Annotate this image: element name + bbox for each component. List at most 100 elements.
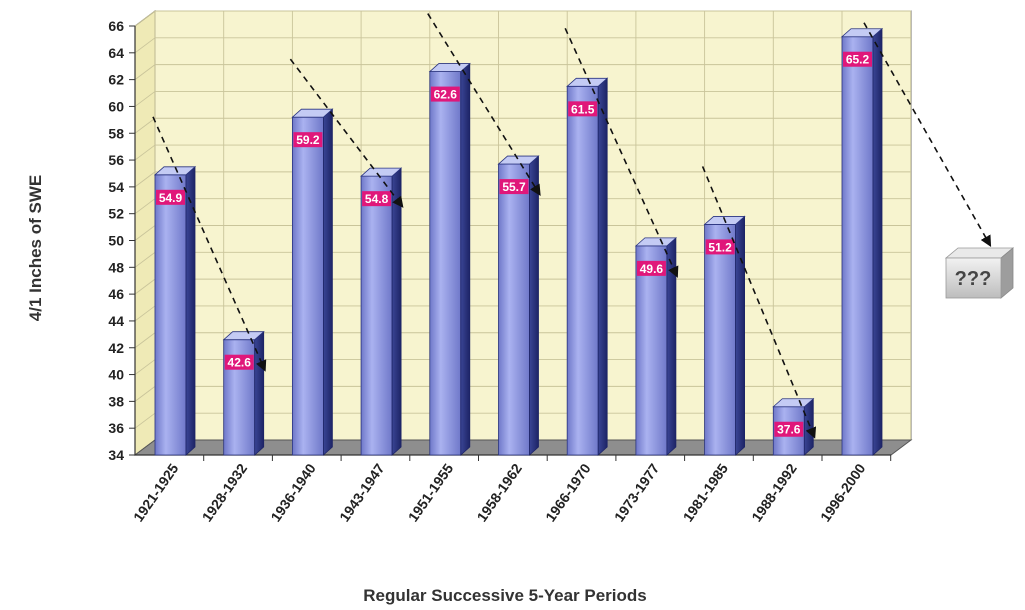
question-box-front xyxy=(945,257,1002,299)
bar-top xyxy=(566,77,609,87)
trend-arrow xyxy=(863,22,992,247)
x-tick-label: 1981-1985 xyxy=(680,460,732,524)
bar-group: 59.2 xyxy=(291,108,334,456)
gridline-side xyxy=(134,251,156,268)
bar-side xyxy=(460,62,471,456)
y-tick-label: 46 xyxy=(108,286,124,302)
data-label: 49.6 xyxy=(640,262,664,276)
bars: 54.9 42.6 59.2 54.8 62.6 55.7 61.5 49.6 51.2 37.6… xyxy=(153,27,884,456)
y-tick-label: 56 xyxy=(108,152,124,168)
gridline-side xyxy=(134,91,156,107)
bar-group: 51.2 xyxy=(703,215,746,456)
data-label-bg xyxy=(568,101,598,117)
bar-side xyxy=(597,77,608,456)
trend-arrow xyxy=(152,116,267,372)
gridline-side xyxy=(134,386,156,402)
bar xyxy=(360,175,393,456)
x-axis-title: Regular Successive 5-Year Periods xyxy=(363,586,647,605)
data-label-bg xyxy=(705,239,735,255)
trend-arrow xyxy=(289,58,404,208)
bar xyxy=(291,116,324,456)
bar xyxy=(498,163,530,456)
gridline-side xyxy=(134,117,156,134)
gridline-side xyxy=(134,332,156,349)
data-label: 55.7 xyxy=(502,180,526,194)
trend-arrow xyxy=(701,166,817,439)
trend-arrows xyxy=(152,13,992,439)
gridline-side xyxy=(134,225,156,241)
x-tick-label: 1988-1992 xyxy=(748,460,800,524)
gridline-side xyxy=(134,10,156,27)
data-label-bg xyxy=(430,86,460,102)
data-label: 65.2 xyxy=(846,53,870,67)
data-label-bg xyxy=(156,189,185,205)
bar-top xyxy=(360,167,403,177)
bar-side xyxy=(803,397,814,456)
gridline-side xyxy=(134,359,156,375)
bar-top xyxy=(497,155,540,165)
bar-side xyxy=(322,108,333,456)
data-label: 54.9 xyxy=(159,191,183,205)
data-label-bg xyxy=(293,132,323,148)
bar-top xyxy=(291,108,334,118)
data-label: 42.6 xyxy=(228,356,252,370)
question-box-label: ??? xyxy=(955,268,992,290)
data-label-bg xyxy=(499,179,529,195)
bar-group: 62.6 xyxy=(428,62,471,456)
bar xyxy=(429,71,462,456)
bar xyxy=(704,224,736,456)
x-tick-label: 1921-1925 xyxy=(130,460,182,524)
bar xyxy=(566,85,599,456)
bar-side xyxy=(872,27,883,456)
gridline-side xyxy=(134,198,156,215)
y-tick-label: 58 xyxy=(108,125,124,141)
y-axis-title: 4/1 Inches of SWE xyxy=(26,175,45,321)
bar-group: 65.2 xyxy=(840,27,884,456)
bar-top xyxy=(840,28,884,38)
x-tick-label: 1996-2000 xyxy=(817,460,869,524)
bar-group: 42.6 xyxy=(222,330,265,456)
gridline-side xyxy=(134,278,156,295)
y-tick-label: 50 xyxy=(108,233,124,249)
question-box: ??? xyxy=(944,247,1015,299)
data-label-bg xyxy=(774,421,804,437)
bar-side xyxy=(735,215,745,456)
bar-top xyxy=(634,237,677,247)
gridline-side xyxy=(134,171,156,188)
data-label-bg xyxy=(636,260,666,276)
bar-side xyxy=(529,155,539,456)
x-tick-label: 1966-1970 xyxy=(542,460,594,524)
y-tick-label: 64 xyxy=(108,45,124,61)
x-tick-label: 1951-1955 xyxy=(405,460,457,524)
y-tick-label: 40 xyxy=(108,367,124,383)
x-tick-label: 1928-1932 xyxy=(199,460,251,524)
y-tick-label: 48 xyxy=(108,259,124,275)
bar-group: 61.5 xyxy=(566,77,609,456)
y-tick-label: 34 xyxy=(108,447,124,463)
bar-side xyxy=(391,167,402,456)
data-label-bg xyxy=(224,354,254,370)
x-tick-label: 1958-1962 xyxy=(473,460,525,524)
bar-top xyxy=(428,63,471,72)
gridline-side xyxy=(134,412,156,429)
y-tick-label: 66 xyxy=(108,18,124,34)
data-label: 62.6 xyxy=(434,88,458,102)
x-tick-label: 1943-1947 xyxy=(336,460,388,524)
bar xyxy=(635,245,668,456)
gridline-side xyxy=(134,305,156,322)
data-label: 54.8 xyxy=(365,192,389,206)
x-tick-label: 1973-1977 xyxy=(611,460,663,524)
data-label-bg xyxy=(362,191,392,207)
gridline-side xyxy=(134,37,156,54)
y-tick-label: 42 xyxy=(108,340,124,356)
y-tick-label: 38 xyxy=(108,393,124,409)
data-label-bg xyxy=(843,51,872,67)
data-label: 37.6 xyxy=(777,423,801,437)
bar-top xyxy=(222,331,265,341)
bar-group: 54.8 xyxy=(360,167,403,456)
bar-top xyxy=(772,398,815,408)
bar xyxy=(841,36,874,456)
x-axis-ticks: 1921-1925 1928-1932 1936-1940 1943-1947 1951… xyxy=(130,455,892,525)
bar-group: 55.7 xyxy=(497,155,540,456)
bar-group: 49.6 xyxy=(634,236,677,456)
